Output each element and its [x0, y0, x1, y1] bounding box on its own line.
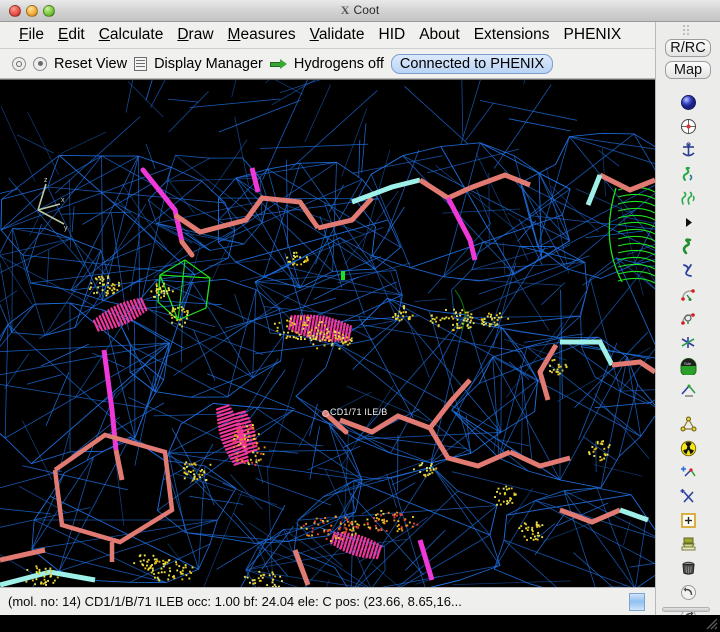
dot-cloud	[232, 424, 266, 466]
hydrogens-arrow-icon[interactable]	[269, 58, 287, 70]
svg-text:z: z	[44, 177, 48, 184]
rotate-bond-icon[interactable]	[676, 283, 700, 305]
radiation-icon[interactable]	[676, 437, 700, 459]
status-bar: (mol. no: 14) CD1/1/B/71 ILEB occ: 1.00 …	[0, 587, 655, 615]
display-manager-button[interactable]: Display Manager	[154, 55, 263, 72]
bond-sticks	[0, 167, 655, 587]
axes-widget: y z x	[37, 177, 68, 232]
display-manager-icon[interactable]	[134, 56, 148, 71]
svg-text:x: x	[61, 197, 65, 204]
dot-cloud	[588, 440, 611, 462]
hbond-ribbon	[330, 531, 382, 560]
molecular-graphics-canvas[interactable]: y z x CD1/71 ILE/B	[0, 79, 655, 587]
crosshair-icon[interactable]	[676, 115, 700, 137]
connected-to-phenix-status[interactable]: Connected to PHENIX	[390, 53, 554, 74]
coil-green-icon[interactable]	[676, 235, 700, 257]
view-mode-icon[interactable]	[12, 56, 26, 71]
reset-view-button[interactable]: Reset View	[54, 55, 128, 72]
menu-calculate[interactable]: Calculate	[98, 26, 164, 43]
sidebar-icon-group-1: Sde	[676, 91, 700, 401]
dot-cloud	[494, 485, 517, 506]
dot-cloud	[300, 515, 360, 542]
dot-cloud	[147, 559, 194, 582]
close-button[interactable]	[9, 4, 21, 17]
resize-grip-icon[interactable]	[705, 617, 718, 630]
right-toolbar: R/RC Map	[655, 22, 720, 632]
dot-cloud	[429, 308, 475, 332]
window-title-text: Coot	[353, 3, 380, 17]
scene-svg: y z x	[0, 80, 655, 587]
dot-cloud	[243, 570, 283, 587]
dot-cloud	[413, 462, 438, 478]
sidebar-icon-group-2	[676, 413, 700, 627]
dot-cloud	[182, 461, 212, 482]
ribbon-icon[interactable]	[676, 163, 700, 185]
selected-atom-marker	[322, 410, 329, 417]
minimize-button[interactable]	[26, 4, 38, 17]
dot-cloud	[480, 312, 510, 328]
menu-draw[interactable]: Draw	[177, 26, 214, 43]
dot-cloud	[286, 251, 309, 266]
dot-cloud	[88, 275, 121, 297]
mutate-icon[interactable]	[676, 485, 700, 507]
toolbar-grip-icon[interactable]	[682, 25, 694, 35]
atom-label: CD1/71 ILE/B	[330, 407, 388, 417]
menu-validate[interactable]: Validate	[309, 26, 365, 43]
x-logo-icon: X	[340, 3, 350, 17]
dot-cloud	[309, 330, 353, 350]
menu-about[interactable]: About	[419, 26, 460, 43]
triangle-right-icon[interactable]	[676, 211, 700, 233]
maximize-button[interactable]	[43, 4, 55, 17]
menu-edit[interactable]: Edit	[57, 26, 85, 43]
menu-phenix[interactable]: PHENIX	[563, 26, 622, 43]
contact-dots	[25, 251, 611, 587]
sidebar-scroll-track[interactable]	[662, 607, 710, 612]
coil-blue-icon[interactable]	[676, 259, 700, 281]
sidechain-green-icon[interactable]: Sde	[676, 355, 700, 377]
rotate-bond-alt-icon[interactable]	[676, 307, 700, 329]
dot-cloud	[168, 306, 189, 328]
trash-icon[interactable]	[676, 557, 700, 579]
view-mode-alt-icon[interactable]	[33, 56, 47, 71]
svg-text:Sde: Sde	[684, 361, 692, 366]
hbond-ribbon	[288, 314, 352, 343]
dot-cloud	[363, 510, 419, 533]
svg-text:y: y	[64, 225, 68, 232]
dot-cloud	[133, 554, 159, 570]
dot-cloud	[273, 316, 329, 342]
sphere-icon[interactable]	[676, 91, 700, 113]
torsion-icon[interactable]	[676, 331, 700, 353]
window-title: X Coot	[0, 3, 720, 18]
undo-icon[interactable]	[676, 581, 700, 603]
status-scroll-handle[interactable]	[629, 593, 645, 611]
menu-extensions[interactable]: Extensions	[473, 26, 550, 43]
map-button[interactable]: Map	[665, 61, 711, 79]
add-atom-icon[interactable]	[676, 461, 700, 483]
hydrogens-toggle-button[interactable]: Hydrogens off	[293, 55, 384, 72]
dot-cloud	[549, 358, 568, 376]
menu-measures[interactable]: Measures	[227, 26, 296, 43]
refine-icon[interactable]	[676, 379, 700, 401]
menu-file[interactable]: File	[19, 26, 44, 43]
window-controls	[9, 4, 55, 17]
dot-cloud	[150, 282, 174, 299]
misc-overlays: y z x	[37, 177, 655, 560]
anchor-icon[interactable]	[676, 139, 700, 161]
menu-bar: File Edit Calculate Draw Measures Valida…	[0, 22, 655, 49]
hbond-ribbon	[92, 297, 148, 332]
menu-hid[interactable]: HID	[378, 26, 406, 43]
atom-triangle-icon[interactable]	[676, 413, 700, 435]
dot-cloud	[518, 521, 544, 541]
dot-cloud	[392, 305, 414, 322]
rrc-button[interactable]: R/RC	[665, 39, 711, 57]
double-ribbon-icon[interactable]	[676, 187, 700, 209]
plus-box-icon[interactable]	[676, 509, 700, 531]
tool-bar: Reset View Display Manager Hydrogens off…	[0, 49, 655, 79]
stamp-icon[interactable]	[676, 533, 700, 555]
bottom-filler	[0, 615, 720, 632]
title-bar: X Coot	[0, 0, 720, 22]
status-text: (mol. no: 14) CD1/1/B/71 ILEB occ: 1.00 …	[8, 594, 462, 609]
dot-cloud	[25, 565, 59, 586]
